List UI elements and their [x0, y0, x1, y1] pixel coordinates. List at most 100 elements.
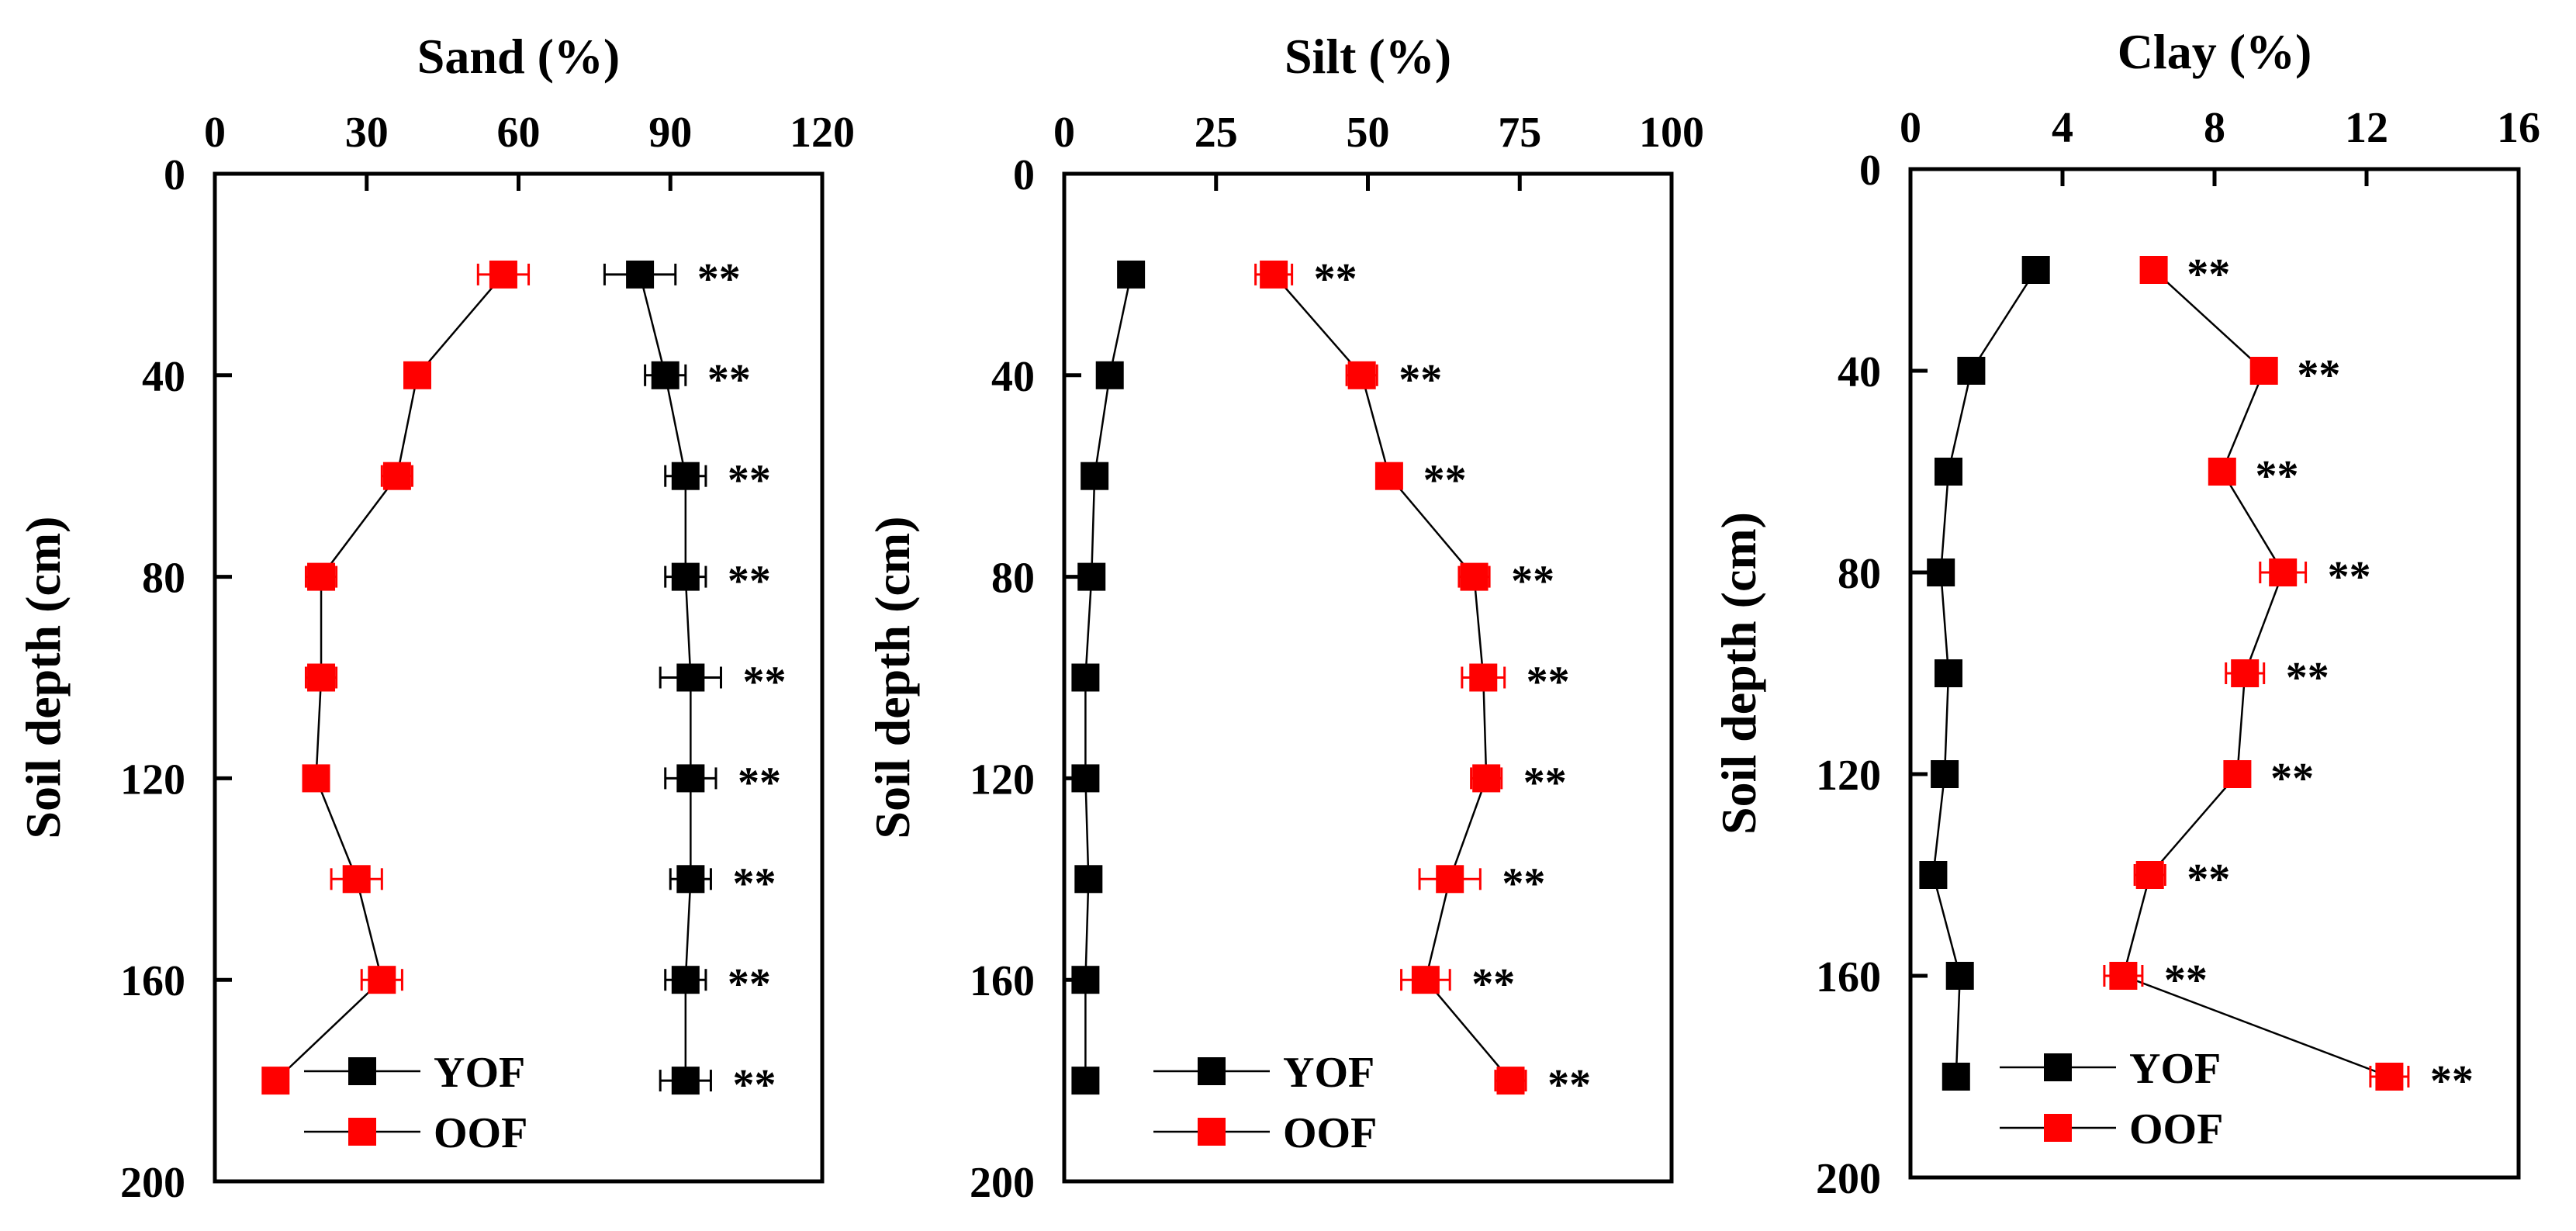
yof-data-point — [1957, 357, 1986, 385]
yof-data-point — [671, 562, 700, 591]
sand-y-axis-label: Soil depth (cm) — [16, 517, 71, 839]
legend-marker-yof — [348, 1057, 376, 1085]
oof-data-point — [307, 562, 336, 591]
oof-data-point — [1374, 462, 1403, 490]
significance-marker: ** — [732, 1061, 776, 1109]
yof-data-point — [2021, 256, 2050, 284]
legend-label-oof: OOF — [434, 1109, 527, 1157]
significance-marker: ** — [2256, 452, 2299, 500]
significance-marker: ** — [738, 759, 781, 807]
significance-marker: ** — [2297, 351, 2340, 399]
oof-data-point — [1436, 865, 1464, 894]
silt-title: Silt (%) — [1285, 29, 1451, 84]
significance-marker: ** — [1527, 659, 1570, 707]
legend-marker-yof — [1198, 1057, 1226, 1085]
significance-marker: ** — [2286, 654, 2329, 702]
plot-frame — [1062, 171, 1674, 1184]
y-tick-label: 80 — [1838, 550, 1881, 598]
yof-data-point — [1074, 865, 1103, 894]
y-tick-label: 160 — [1816, 953, 1881, 1001]
x-tick-label: 120 — [790, 109, 855, 157]
significance-marker: ** — [728, 558, 771, 606]
significance-marker: ** — [728, 960, 771, 1008]
silt-panel: Silt (%) 0 25 50 75 100 0 40 80 120 160 200 Soil dep… — [865, 29, 1704, 1207]
yof-data-point — [1071, 663, 1100, 692]
x-tick-label: 0 — [204, 109, 226, 157]
yof-data-point — [671, 1067, 700, 1095]
oof-data-point — [2208, 458, 2236, 486]
oof-data-point — [403, 361, 431, 389]
legend-label-yof: YOF — [2129, 1045, 2221, 1093]
yof-data-point — [1071, 966, 1100, 994]
significance-marker: ** — [1314, 255, 1357, 303]
oof-data-point — [1411, 966, 1440, 994]
y-tick-label: 160 — [970, 957, 1035, 1005]
y-tick-label: 120 — [970, 756, 1035, 804]
significance-marker: ** — [1471, 960, 1515, 1008]
significance-marker: ** — [2187, 856, 2230, 904]
legend-label-oof: OOF — [2129, 1105, 2223, 1153]
x-tick-label: 30 — [345, 109, 389, 157]
yof-data-point — [676, 764, 705, 793]
significance-marker: ** — [1511, 558, 1554, 606]
x-tick-label: 25 — [1195, 109, 1238, 157]
y-tick-label: 80 — [142, 555, 185, 603]
x-tick-label: 12 — [2345, 104, 2388, 152]
oof-data-point — [489, 260, 517, 289]
yof-data-point — [671, 966, 700, 994]
x-tick-label: 100 — [1639, 109, 1704, 157]
significance-marker: ** — [1523, 759, 1567, 807]
significance-marker: ** — [732, 859, 776, 908]
silt-y-axis-label: Soil depth (cm) — [865, 517, 920, 839]
yof-data-point — [1935, 458, 1962, 486]
legend-marker-oof — [1198, 1118, 1226, 1146]
oof-data-point — [1347, 361, 1376, 389]
yof-data-point — [1071, 764, 1100, 793]
y-tick-label: 120 — [120, 756, 185, 804]
y-tick-label: 160 — [120, 957, 185, 1005]
plot-frame — [1908, 167, 2521, 1180]
oof-data-point — [261, 1067, 290, 1095]
yof-data-point — [1927, 558, 1955, 586]
legend-marker-yof — [2044, 1053, 2072, 1081]
y-tick-label: 0 — [164, 151, 185, 199]
x-tick-label: 4 — [2052, 104, 2073, 152]
yof-data-point — [676, 865, 705, 894]
y-tick-label: 40 — [142, 353, 185, 401]
significance-marker: ** — [2164, 956, 2208, 1005]
sand-panel: Sand (%) 0 30 60 90 120 0 40 80 120 160 200 Soil dep… — [16, 29, 855, 1207]
y-tick-label: 0 — [1859, 147, 1881, 195]
legend-marker-oof — [2044, 1114, 2072, 1142]
yof-data-point — [1931, 760, 1959, 788]
x-tick-label: 8 — [2204, 104, 2225, 152]
x-tick-label: 50 — [1347, 109, 1390, 157]
oof-data-point — [2135, 861, 2164, 889]
oof-data-point — [368, 966, 396, 994]
oof-data-point — [2249, 357, 2278, 385]
oof-data-point — [382, 462, 411, 490]
yof-data-point — [1117, 260, 1146, 289]
yof-data-point — [1945, 962, 1974, 990]
oof-data-point — [1496, 1067, 1525, 1095]
yof-data-point — [626, 260, 655, 289]
oof-data-point — [2269, 558, 2298, 586]
yof-data-point — [1095, 361, 1124, 389]
x-tick-label: 75 — [1498, 109, 1541, 157]
y-tick-label: 80 — [991, 555, 1035, 603]
significance-marker: ** — [1399, 356, 1442, 404]
significance-marker: ** — [2430, 1057, 2474, 1105]
y-tick-label: 40 — [991, 353, 1035, 401]
significance-marker: ** — [1502, 859, 1545, 908]
yof-data-point — [1081, 462, 1109, 490]
oof-data-point — [2139, 256, 2168, 284]
y-tick-label: 200 — [120, 1159, 185, 1207]
y-tick-label: 0 — [1013, 151, 1035, 199]
sand-title: Sand (%) — [417, 29, 620, 84]
yof-data-point — [1942, 1063, 1970, 1091]
oof-data-point — [1472, 764, 1501, 793]
legend-label-yof: YOF — [1283, 1049, 1374, 1097]
x-tick-label: 90 — [648, 109, 692, 157]
yof-data-point — [671, 462, 700, 490]
